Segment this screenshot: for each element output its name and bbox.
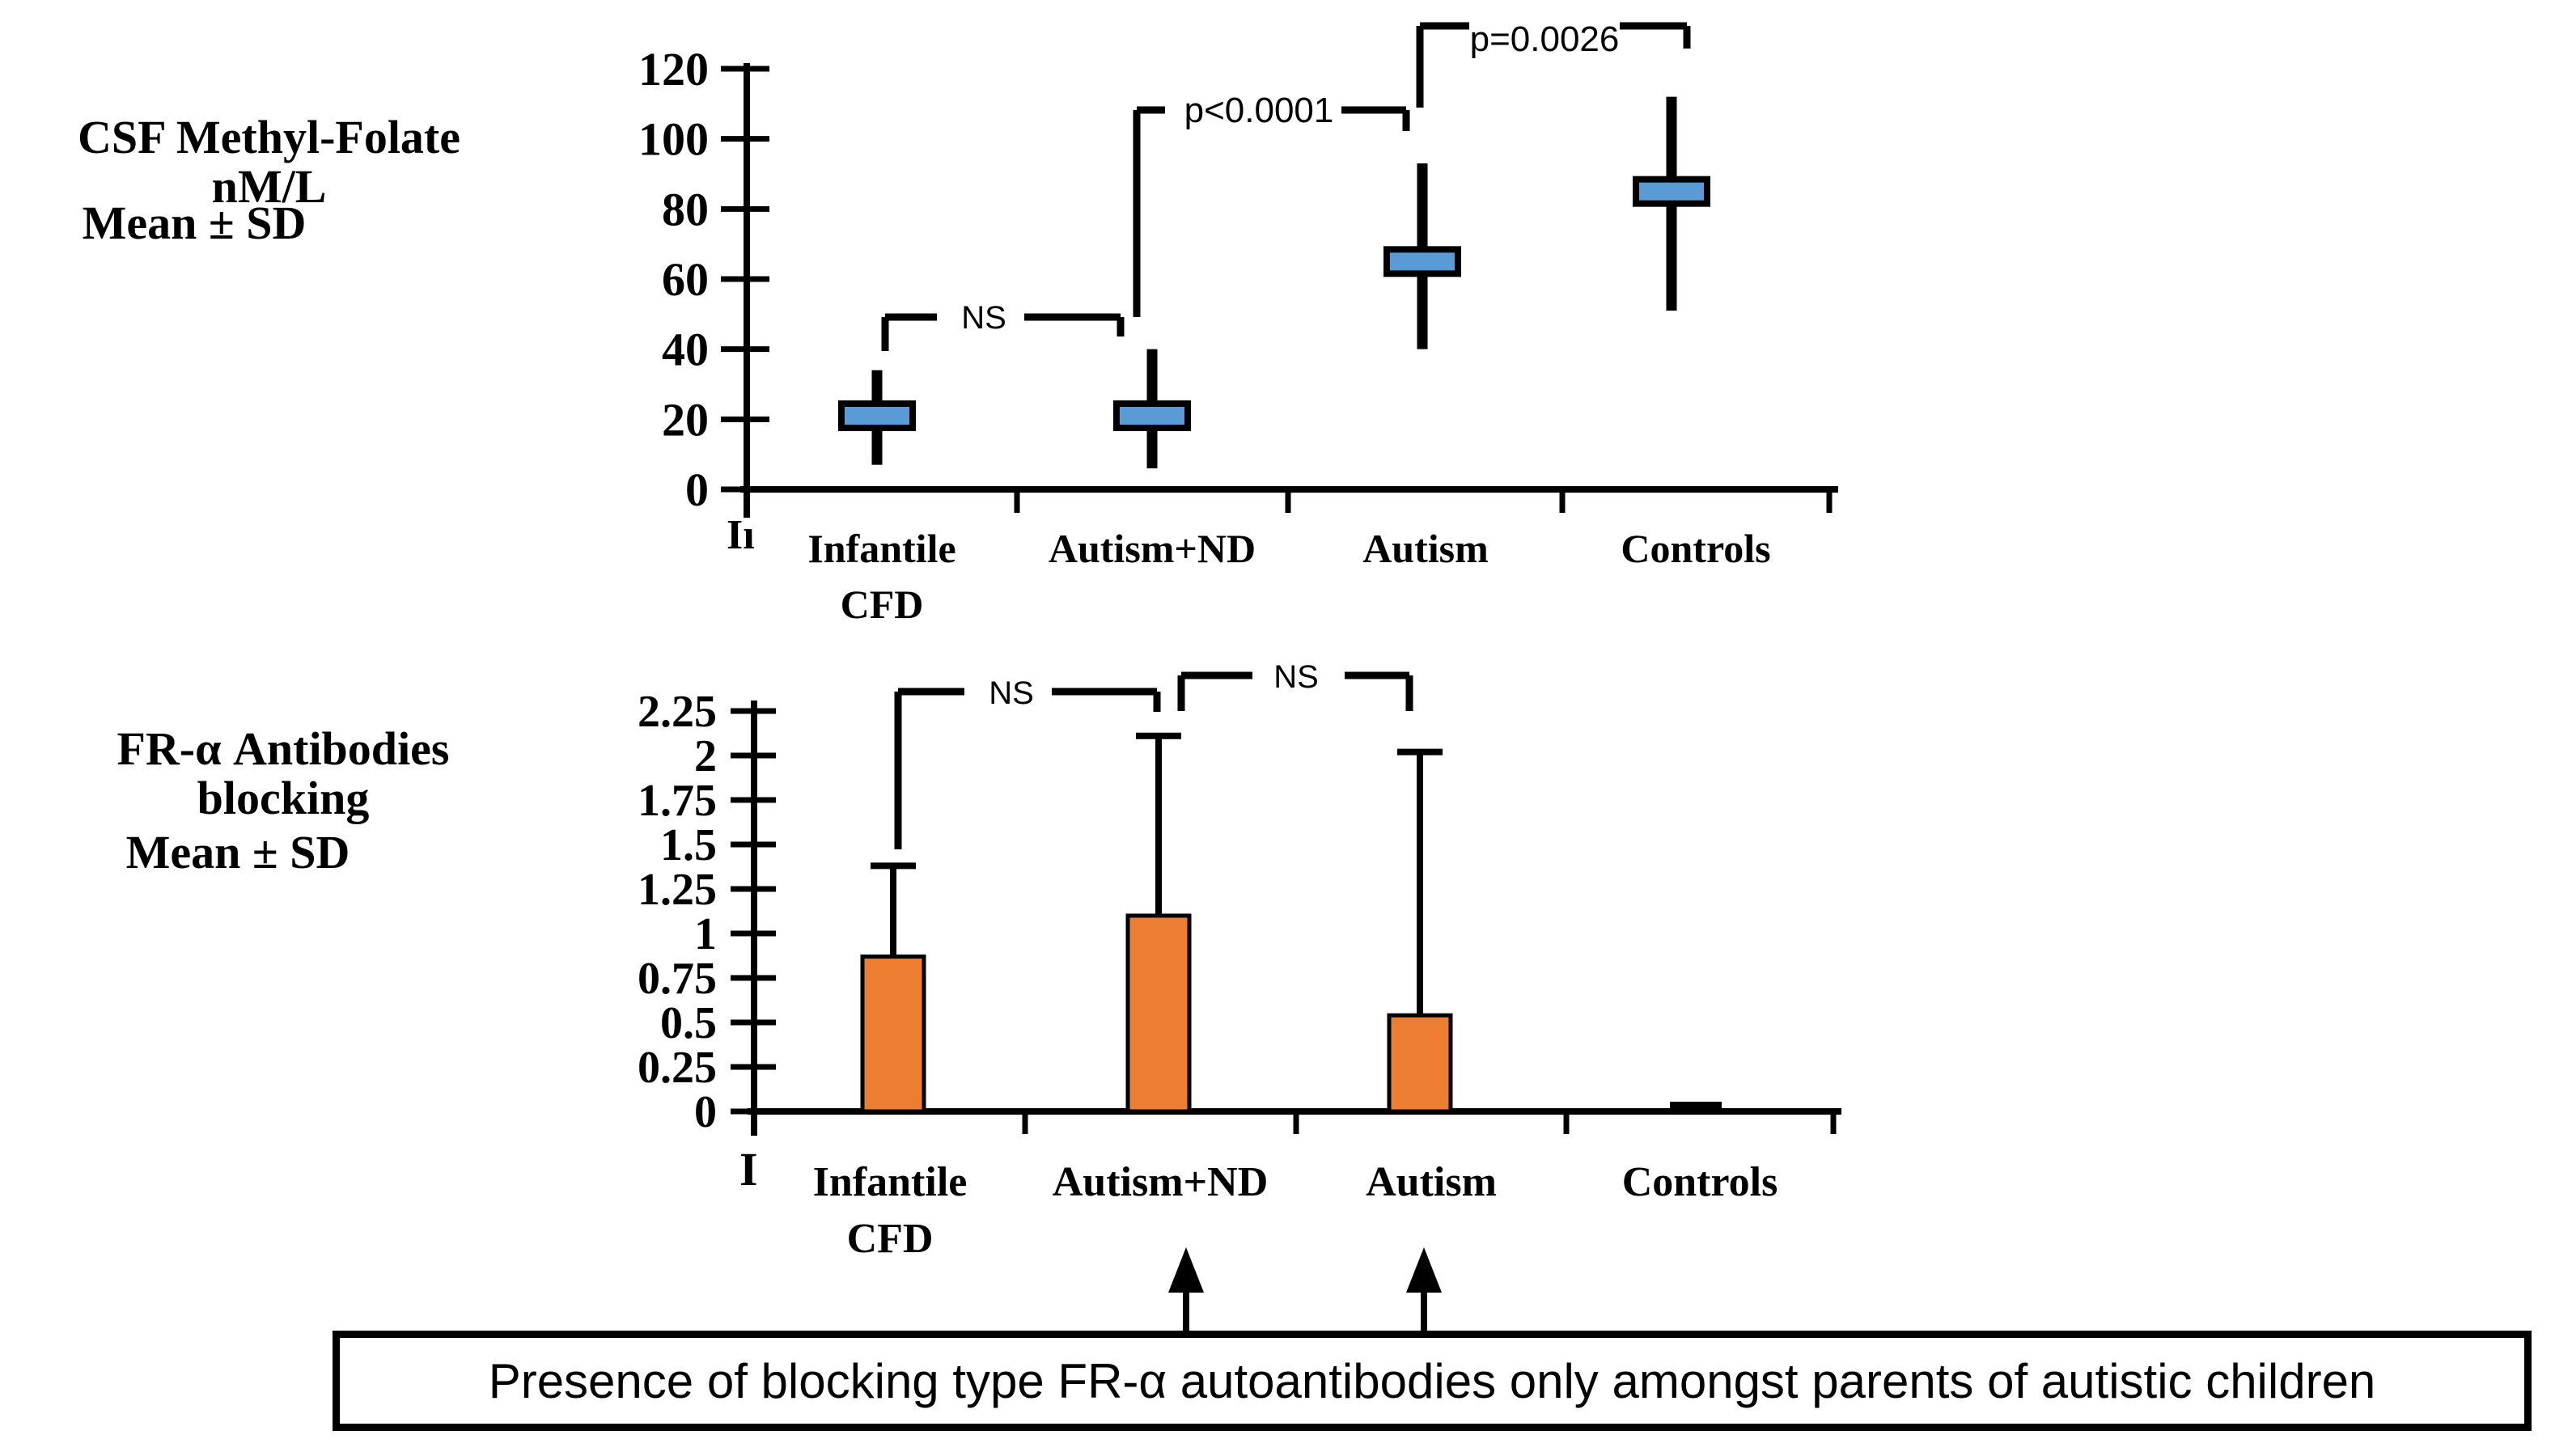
y-tick-label: 80 — [662, 183, 709, 235]
category-label: CFD — [847, 1216, 934, 1262]
y-tick-label: 0 — [694, 1087, 717, 1137]
mean-box — [1383, 246, 1461, 277]
category-label: Autism — [1362, 526, 1489, 571]
y-tick-label: 0 — [685, 463, 709, 516]
top-axis-stray-mark: Iı — [727, 512, 755, 558]
y-tick-label: 2.25 — [638, 687, 717, 737]
up-arrow-head — [1168, 1247, 1204, 1293]
mean-box — [1633, 176, 1710, 207]
y-tick-label: 40 — [662, 324, 709, 376]
caption-box: Presence of blocking type FR-α autoantib… — [333, 1331, 2532, 1431]
y-tick-label: 1 — [694, 909, 717, 959]
bar — [860, 954, 926, 1114]
y-tick-label: 1.75 — [638, 776, 717, 826]
category-label: Controls — [1622, 1159, 1778, 1205]
bar — [1125, 913, 1192, 1114]
top-chart-title-line1: CSF Methyl-Folate nM/L — [77, 111, 460, 213]
category-label: Controls — [1621, 526, 1770, 571]
y-tick-label: 20 — [662, 393, 709, 446]
y-tick-label: 60 — [662, 253, 709, 306]
y-tick-label: 2 — [694, 731, 717, 781]
up-arrow-shaft — [1421, 1291, 1427, 1335]
category-label: Autism+ND — [1053, 1159, 1269, 1205]
significance-label: NS — [1273, 659, 1319, 695]
up-arrow-head — [1406, 1247, 1442, 1293]
top-chart-title-line2: Mean ± SD — [82, 197, 307, 249]
y-tick-label: 0.75 — [638, 954, 717, 1004]
bottom-chart-title-line1: FR-α Antibodies blocking — [117, 722, 450, 824]
y-tick-label: 120 — [638, 43, 709, 95]
category-label: Autism — [1366, 1159, 1497, 1205]
y-tick-label: 1.25 — [638, 865, 717, 915]
y-tick-label: 100 — [638, 113, 709, 166]
category-label: CFD — [841, 582, 924, 627]
category-label: Infantile — [813, 1159, 968, 1205]
bar — [1387, 1013, 1453, 1114]
mean-box — [1113, 400, 1191, 432]
y-tick-label: 0.25 — [638, 1043, 717, 1093]
near-zero-bar — [1670, 1102, 1722, 1109]
bottom-chart-title-line2: Mean ± SD — [125, 826, 350, 878]
y-tick-label: 0.5 — [660, 998, 717, 1048]
bottom-axis-stray-mark: I — [739, 1143, 758, 1196]
significance-label: NS — [961, 300, 1006, 336]
up-arrow-shaft — [1183, 1291, 1189, 1335]
category-label: Autism+ND — [1049, 526, 1256, 571]
mean-box — [838, 400, 916, 432]
significance-label: NS — [989, 675, 1034, 711]
y-tick-label: 1.5 — [660, 820, 717, 870]
significance-label: p=0.0026 — [1470, 19, 1620, 59]
caption-text: Presence of blocking type FR-α autoantib… — [488, 1353, 2376, 1408]
category-label: Infantile — [807, 526, 955, 571]
significance-label: p<0.0001 — [1184, 91, 1334, 130]
